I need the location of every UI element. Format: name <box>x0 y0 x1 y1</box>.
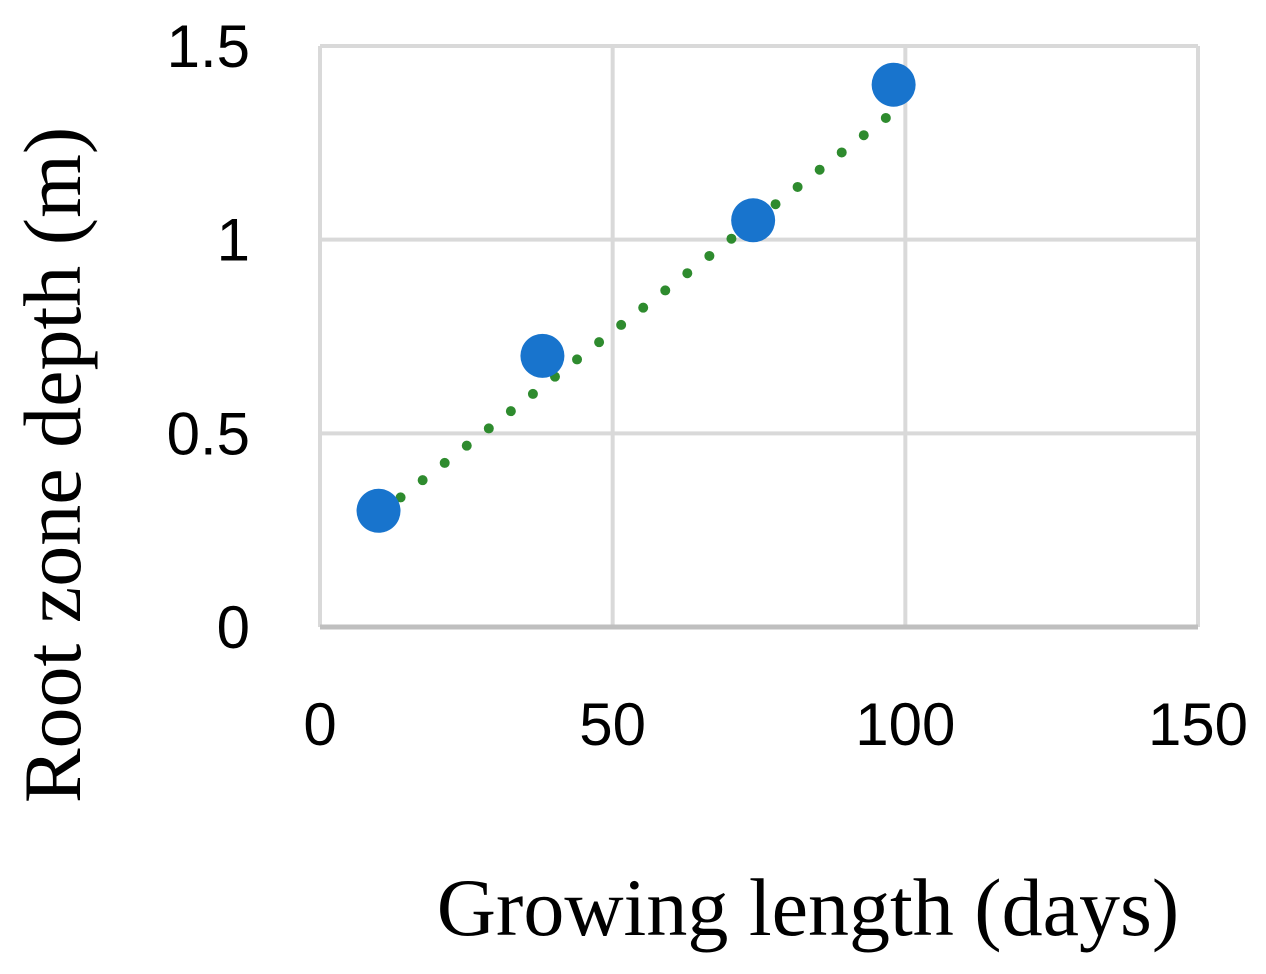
y-axis-title: Root zone depth (m) <box>7 127 98 803</box>
trendline <box>373 106 899 520</box>
y-tick-label-1: 0.5 <box>167 400 250 467</box>
y-tick-label-0: 0 <box>217 594 250 661</box>
trendline-layer <box>373 106 899 520</box>
x-tick-label-3: 150 <box>1148 691 1248 758</box>
data-point-2 <box>731 198 776 243</box>
tick-label-layer: 0 50 100 150 0 0.5 1 1.5 <box>167 13 1248 758</box>
x-axis-title: Growing length (days) <box>437 862 1179 953</box>
y-tick-label-3: 1.5 <box>167 13 250 80</box>
data-point-1 <box>520 333 565 378</box>
x-tick-label-1: 50 <box>579 691 646 758</box>
y-tick-label-2: 1 <box>217 207 250 274</box>
x-tick-label-0: 0 <box>303 691 336 758</box>
grid-layer <box>318 44 1200 629</box>
x-tick-label-2: 100 <box>855 691 955 758</box>
data-point-3 <box>871 62 916 107</box>
data-point-0 <box>356 488 401 533</box>
point-layer <box>356 62 916 533</box>
